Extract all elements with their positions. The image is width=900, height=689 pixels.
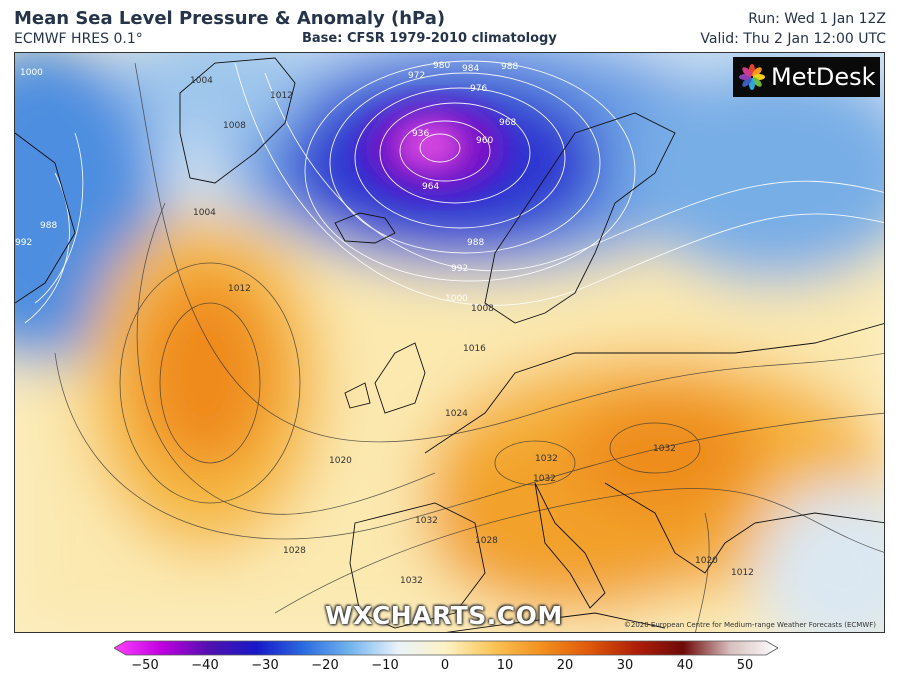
map-canvas: 1000 1004 1008 1012 972 980 984 988 976 … bbox=[15, 53, 884, 632]
valid-time-label: Valid: Thu 2 Jan 12:00 UTC bbox=[700, 31, 886, 47]
colorbar-tick: −10 bbox=[371, 658, 399, 673]
ecmwf-copyright: ©2020 European Centre for Medium-range W… bbox=[623, 621, 876, 629]
model-label: ECMWF HRES 0.1° bbox=[14, 31, 143, 47]
greenland-coast bbox=[179, 57, 296, 184]
isobar-label: 1028 bbox=[283, 546, 306, 556]
isobar-label: 1000 bbox=[445, 294, 468, 304]
isobar-label: 936 bbox=[412, 129, 429, 139]
colorbar-tick: −50 bbox=[131, 658, 159, 673]
isobar-label: 972 bbox=[408, 71, 425, 81]
isobar-label: 1028 bbox=[475, 536, 498, 546]
coastlines bbox=[15, 57, 884, 632]
isobar-labels: 1000 1004 1008 1012 972 980 984 988 976 … bbox=[15, 61, 754, 586]
north-america-coast bbox=[15, 132, 76, 304]
isobar-label: 1012 bbox=[270, 91, 293, 101]
high-isobars bbox=[54, 62, 884, 632]
colorbar-tick: 0 bbox=[440, 658, 450, 673]
isobar-label: 1004 bbox=[190, 76, 213, 86]
isobar-label: 988 bbox=[467, 238, 484, 248]
isobar-label: 1020 bbox=[329, 456, 352, 466]
anomaly-colorbar bbox=[114, 640, 778, 656]
isobar-label: 992 bbox=[451, 264, 468, 274]
isobar-label: 1032 bbox=[535, 454, 558, 464]
isobar-label: 1032 bbox=[400, 576, 423, 586]
europe-coast bbox=[424, 323, 884, 454]
metdesk-logo-text: MetDesk bbox=[771, 63, 876, 91]
isobar-label: 968 bbox=[499, 118, 516, 128]
colorbar-tick: −40 bbox=[191, 658, 219, 673]
colorbar-tick: 50 bbox=[736, 658, 754, 673]
isobar-label: 964 bbox=[422, 182, 439, 192]
isobar-label: 976 bbox=[470, 84, 487, 94]
isobar-label: 1032 bbox=[415, 516, 438, 526]
isobar-label: 980 bbox=[433, 61, 450, 71]
iberia-coast bbox=[349, 502, 486, 629]
colorbar-tick: 40 bbox=[676, 658, 694, 673]
iceland-coast bbox=[334, 212, 396, 244]
low-core bbox=[365, 103, 505, 193]
isobar-label: 1008 bbox=[223, 121, 246, 131]
chart-title: Mean Sea Level Pressure & Anomaly (hPa) bbox=[14, 8, 446, 29]
africa-coast bbox=[446, 612, 666, 632]
isobar-label: 1024 bbox=[445, 409, 468, 419]
colorbar-tick: −20 bbox=[311, 658, 339, 673]
metdesk-flower-icon bbox=[739, 64, 765, 90]
scandinavia-coast bbox=[484, 112, 676, 324]
turkey-coast bbox=[754, 512, 884, 524]
colorbar-body bbox=[114, 640, 778, 656]
isobar-label: 1000 bbox=[20, 68, 43, 78]
uk-coast bbox=[344, 342, 426, 414]
isobar-label: 984 bbox=[462, 64, 479, 74]
isobar-label: 960 bbox=[476, 136, 493, 146]
balkans-coast bbox=[604, 482, 756, 574]
colorbar-tick: 20 bbox=[556, 658, 574, 673]
isobar-label: 1032 bbox=[533, 474, 556, 484]
isobar-label: 988 bbox=[501, 62, 518, 72]
colorbar-tick: 30 bbox=[616, 658, 634, 673]
isobar-label: 1032 bbox=[653, 444, 676, 454]
isobar-label: 992 bbox=[15, 238, 32, 248]
climatology-base-label: Base: CFSR 1979-2010 climatology bbox=[302, 31, 557, 46]
colorbar-tick: 10 bbox=[496, 658, 514, 673]
pressure-anomaly-map: 1000 1004 1008 1012 972 980 984 988 976 … bbox=[14, 52, 885, 633]
colorbar-tick: −30 bbox=[251, 658, 279, 673]
isobar-label: 1008 bbox=[471, 304, 494, 314]
isobar-label: 1004 bbox=[193, 208, 216, 218]
metdesk-logo: MetDesk bbox=[733, 57, 880, 97]
wxcharts-watermark: WXCHARTS.COM bbox=[325, 601, 563, 630]
run-time-label: Run: Wed 1 Jan 12Z bbox=[748, 11, 886, 27]
isobar-label: 1020 bbox=[695, 556, 718, 566]
low-isobars bbox=[24, 60, 884, 324]
isobar-label: 1012 bbox=[731, 568, 754, 578]
italy-coast bbox=[534, 482, 606, 609]
isobar-label: 1012 bbox=[228, 284, 251, 294]
isobar-label: 1016 bbox=[463, 344, 486, 354]
isobar-label: 988 bbox=[40, 221, 57, 231]
